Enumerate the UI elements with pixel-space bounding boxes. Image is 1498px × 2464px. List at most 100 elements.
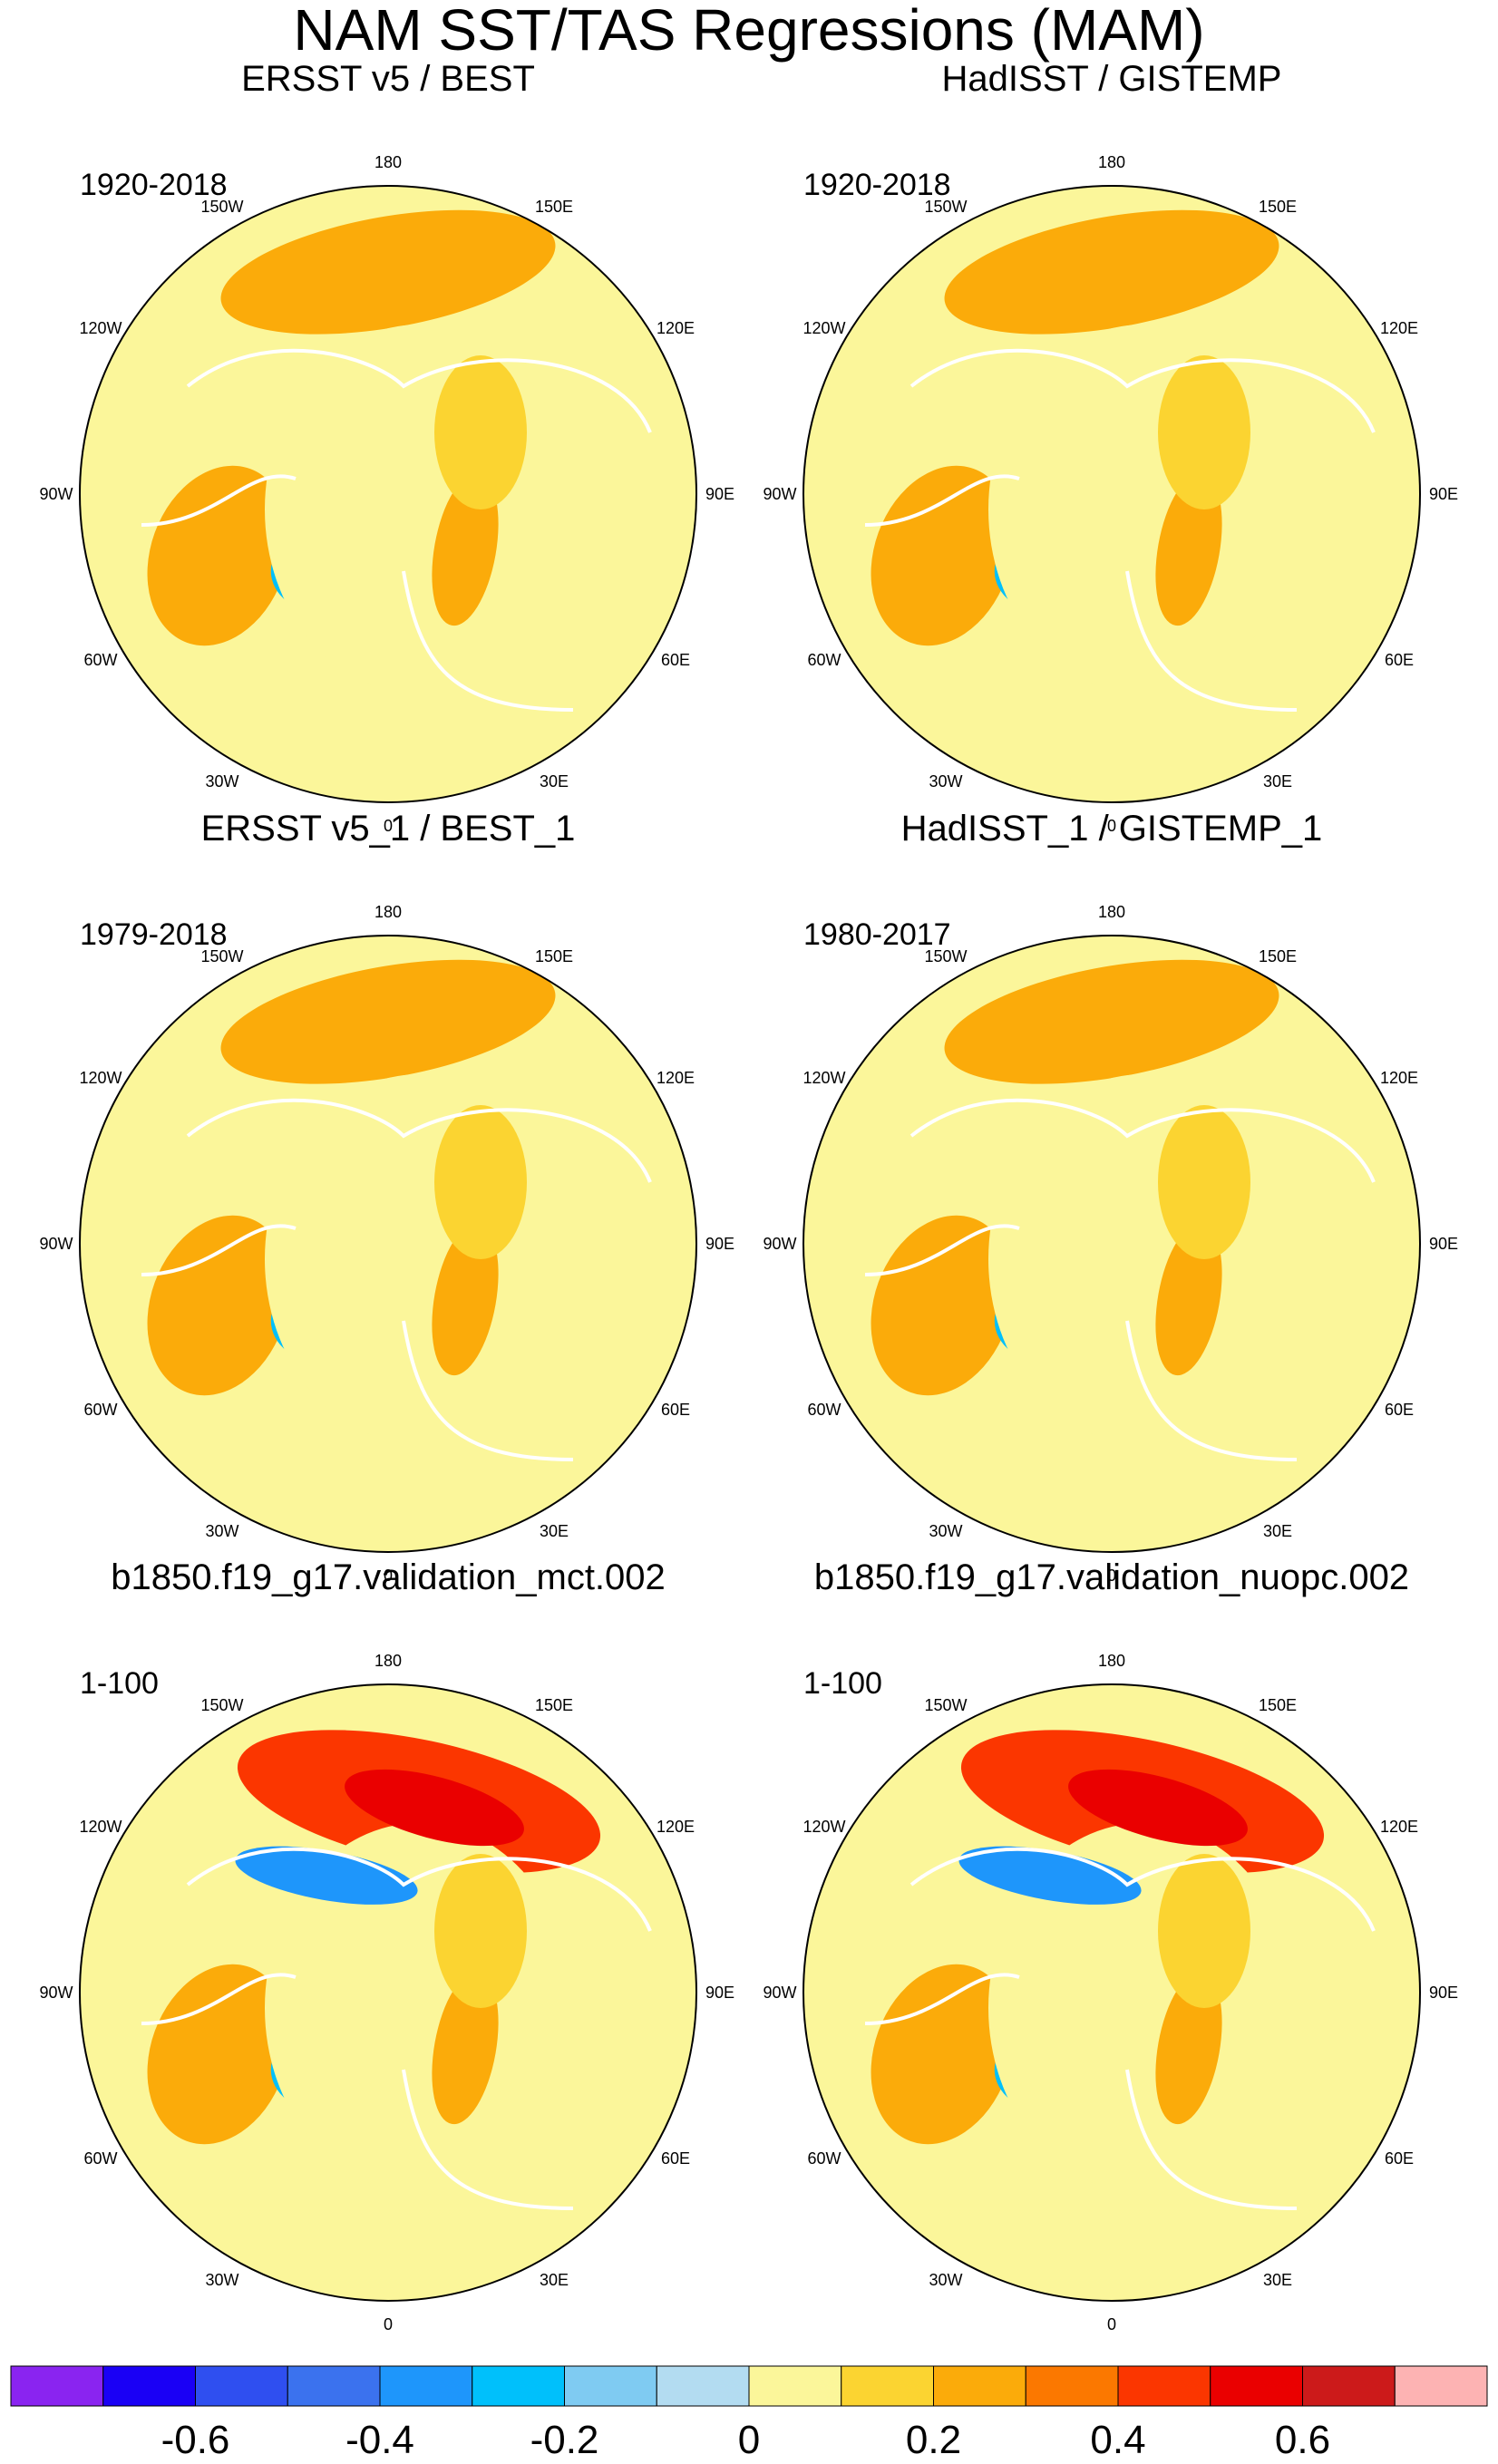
longitude-label: 60W [84, 2149, 118, 2168]
coastline [1125, 570, 1298, 712]
longitude-label: 180 [1098, 1652, 1125, 1670]
contour-region [871, 1964, 1014, 2145]
coastline [402, 2069, 574, 2210]
longitude-label: 60W [84, 651, 118, 669]
longitude-label: 150W [200, 947, 243, 965]
longitude-label: 120E [657, 1818, 695, 1836]
panel-title: b1850.f19_g17.validation_nuopc.002 [814, 1557, 1409, 1597]
coastline [402, 570, 574, 712]
longitude-label: 90W [763, 485, 796, 503]
contour-region [1155, 473, 1222, 626]
contour-region [432, 473, 499, 626]
colorbar-tick-label: 0.6 [1275, 2418, 1330, 2462]
longitude-label: 90W [39, 485, 73, 503]
panel-title: ERSST v5_1 / BEST_1 [201, 809, 576, 849]
coastline [402, 1320, 574, 1461]
longitude-label: 120E [1380, 319, 1418, 337]
longitude-label: 0 [1107, 817, 1116, 835]
longitude-label: 150W [924, 947, 967, 965]
longitude-label: 30E [1263, 1522, 1292, 1540]
longitude-label: 30E [540, 1522, 569, 1540]
regression-field [80, 186, 696, 802]
contour-region [147, 1215, 290, 1396]
map-panel: HadISST_1 / GISTEMP_1 1980-2017 180 150E 120… [763, 809, 1458, 1585]
longitude-label: 60E [1385, 651, 1414, 669]
regression-field [803, 186, 1420, 802]
longitude-label: 30W [205, 772, 238, 791]
longitude-label: 150W [924, 198, 967, 216]
colorbar-swatch [102, 2365, 196, 2407]
colorbar-swatch [564, 2365, 657, 2407]
colorbar-tick-label: 0 [738, 2418, 760, 2462]
longitude-label: 90E [1429, 485, 1458, 503]
longitude-label: 180 [1098, 153, 1125, 171]
colorbar-swatch [748, 2365, 842, 2407]
colorbar-swatch [656, 2365, 750, 2407]
longitude-label: 150E [1259, 947, 1297, 965]
longitude-label: 30W [929, 772, 962, 791]
longitude-label: 120W [80, 319, 122, 337]
coastline [186, 1847, 652, 1932]
contour-region [1068, 1769, 1248, 1847]
longitude-label: 180 [374, 903, 402, 921]
longitude-label: 0 [384, 2315, 393, 2333]
map-panel: ERSST v5_1 / BEST_1 1979-2018 180 150E 120E 9… [39, 809, 734, 1585]
coastline [186, 348, 652, 433]
contour-region [958, 1846, 1142, 1905]
panel-period: 1920-2018 [803, 168, 951, 202]
colorbar-swatch [287, 2365, 381, 2407]
longitude-label: 180 [374, 153, 402, 171]
longitude-label: 120W [803, 319, 846, 337]
contour-region [1155, 1223, 1222, 1376]
colorbar: -0.6 -0.4 -0.2 0 0.2 0.4 0.6 [10, 2365, 1488, 2462]
contour-region [871, 465, 1014, 646]
longitude-label: 0 [1107, 1567, 1116, 1585]
longitude-label: 60W [808, 1401, 841, 1419]
regression-field [803, 936, 1420, 1552]
longitude-label: 60E [1385, 1401, 1414, 1419]
colorbar-swatch [1210, 2365, 1303, 2407]
contour-region [147, 1964, 290, 2145]
longitude-label: 90E [705, 1984, 734, 2002]
longitude-label: 120E [657, 1069, 695, 1087]
longitude-label: 120E [657, 319, 695, 337]
longitude-label: 60W [808, 2149, 841, 2168]
colorbar-tick-label: -0.4 [345, 2418, 414, 2462]
longitude-label: 90W [39, 1984, 73, 2002]
colorbar-swatch [1394, 2365, 1488, 2407]
longitude-label: 150E [535, 198, 573, 216]
contour-region [220, 959, 556, 1084]
longitude-label: 0 [384, 817, 393, 835]
regression-field [803, 1684, 1420, 2301]
longitude-label: 30W [929, 2271, 962, 2289]
colorbar-swatch [1117, 2365, 1211, 2407]
colorbar-swatch [472, 2365, 565, 2407]
map-panel: HadISST / GISTEMP 1920-2018 180 150E 120E 90E… [763, 59, 1458, 835]
regression-field [80, 936, 696, 1552]
longitude-label: 150E [1259, 1696, 1297, 1714]
colorbar-tick-label: 0.4 [1090, 2418, 1145, 2462]
contour-region [432, 1972, 499, 2125]
longitude-label: 30E [540, 2271, 569, 2289]
longitude-label: 90E [1429, 1235, 1458, 1253]
longitude-label: 30W [205, 2271, 238, 2289]
longitude-label: 30W [929, 1522, 962, 1540]
panels: ERSST v5 / BEST 1920-2018 180 150E 120E 90E 60… [39, 59, 1458, 2333]
contour-region [1158, 1105, 1250, 1259]
longitude-label: 60E [661, 651, 690, 669]
contour-region [345, 1769, 524, 1847]
colorbar-swatch [195, 2365, 288, 2407]
map-panel: ERSST v5 / BEST 1920-2018 180 150E 120E 90E 60… [39, 59, 734, 835]
longitude-label: 0 [1107, 2315, 1116, 2333]
longitude-label: 120E [1380, 1069, 1418, 1087]
coastline [141, 1973, 297, 2025]
map-boundary [79, 185, 697, 803]
coastline [141, 474, 297, 527]
coastline [864, 1224, 1020, 1276]
panel-period: 1979-2018 [80, 917, 228, 952]
longitude-label: 60E [1385, 2149, 1414, 2168]
longitude-label: 150E [535, 947, 573, 965]
longitude-label: 150W [200, 1696, 243, 1714]
longitude-label: 180 [1098, 903, 1125, 921]
